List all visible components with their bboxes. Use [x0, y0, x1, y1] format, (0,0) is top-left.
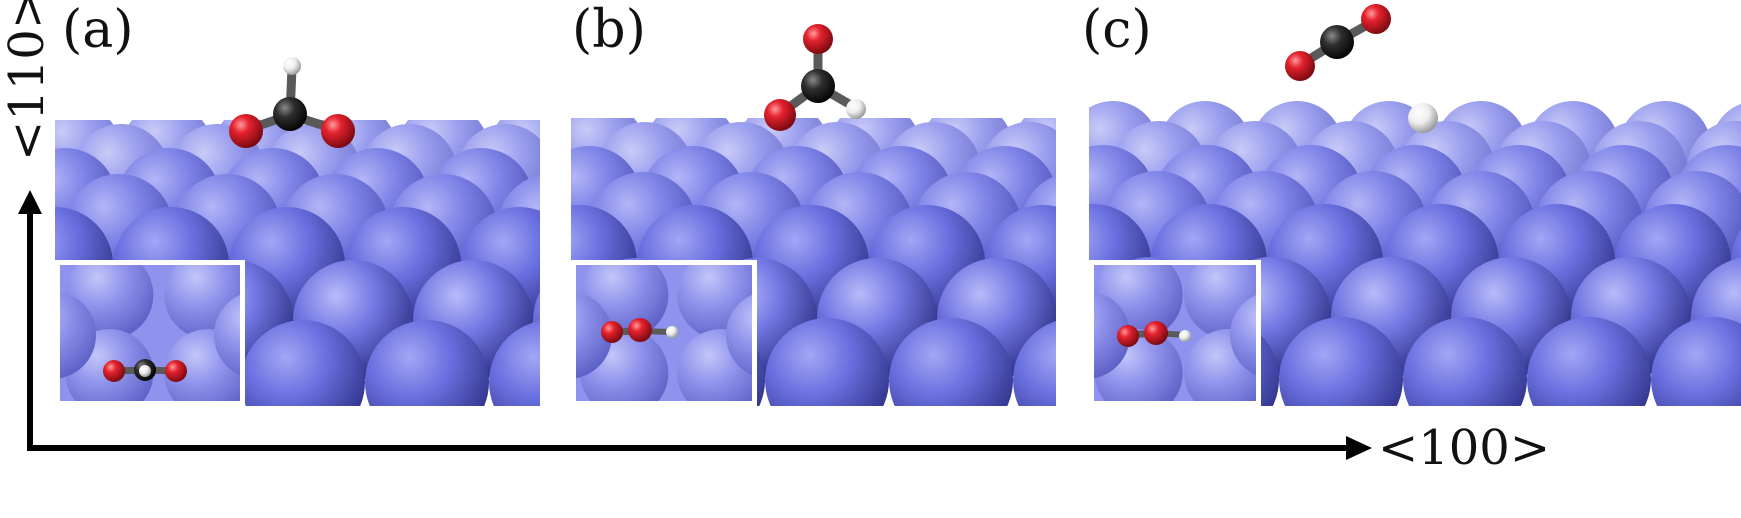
surface-atom	[489, 320, 540, 406]
panel-a	[55, 120, 540, 406]
surface-atom	[576, 291, 612, 379]
surface-a	[55, 120, 540, 406]
oxygen-atom	[321, 114, 355, 148]
horizontal-axis-label: <100>	[1378, 420, 1551, 476]
oxygen-atom	[229, 114, 263, 148]
surface-atom	[1403, 317, 1527, 406]
oxygen-atom	[1144, 321, 1168, 345]
surface-atom	[1094, 291, 1130, 379]
carbon-atom	[1320, 25, 1354, 59]
surface-atom	[60, 291, 96, 379]
surface-atom	[726, 294, 752, 376]
surface-atom	[1527, 317, 1651, 406]
hydrogen-atom	[846, 99, 866, 119]
oxygen-atom	[165, 360, 187, 382]
inset-a	[55, 260, 245, 406]
carbon-atom	[273, 97, 307, 131]
surface-c	[1089, 101, 1741, 406]
vertical-axis-arrowhead	[18, 190, 42, 214]
surface-atom	[214, 294, 240, 376]
panel-label-c: (c)	[1082, 0, 1152, 60]
oxygen-atom	[1285, 51, 1315, 81]
hydrogen-atom	[1408, 103, 1438, 133]
oxygen-atom	[601, 321, 623, 343]
surface-atom	[365, 320, 489, 406]
horizontal-axis-arrowhead	[1346, 436, 1372, 460]
inset-b	[571, 260, 757, 406]
oxygen-atom	[103, 360, 125, 382]
surface-atom	[1013, 320, 1056, 406]
panel-label-a: (a)	[62, 0, 134, 60]
oxygen-atom	[1117, 325, 1139, 347]
vertical-axis-label: <110>	[0, 0, 55, 161]
oxygen-atom	[764, 99, 796, 131]
hydrogen-atom	[1179, 330, 1191, 342]
hydrogen-atom	[283, 57, 301, 75]
surface-atom	[241, 320, 365, 406]
surface-atom	[1651, 317, 1741, 406]
surface-atom	[1279, 317, 1403, 406]
panel-b	[571, 118, 1056, 406]
hydrogen-atom	[139, 365, 151, 377]
panel-c	[1089, 95, 1741, 406]
inset-surface-b	[576, 265, 752, 401]
surface-atom	[889, 318, 1013, 406]
surface-atom	[1230, 294, 1256, 376]
oxygen-atom	[803, 24, 833, 54]
surface-atom	[765, 318, 889, 406]
hydrogen-atom	[666, 326, 678, 338]
carbon-atom	[801, 69, 835, 103]
oxygen-atom	[628, 318, 652, 342]
oxygen-atom	[1361, 4, 1391, 34]
panel-label-b: (b)	[572, 0, 646, 60]
inset-surface-c	[1094, 265, 1256, 401]
